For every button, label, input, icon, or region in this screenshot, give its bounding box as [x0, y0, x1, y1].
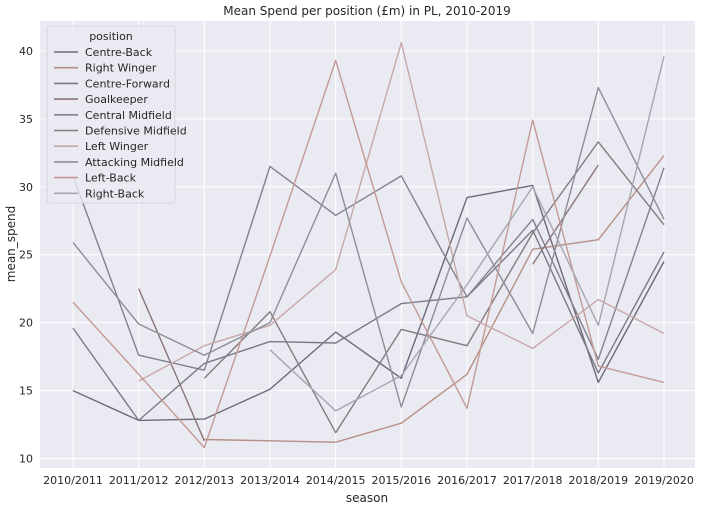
series-line-right-winger [204, 155, 665, 443]
y-tick-label: 15 [19, 385, 33, 398]
x-tick-label: 2011/2012 [109, 474, 169, 487]
legend-label-attacking-midfield: Attacking Midfield [85, 156, 184, 169]
y-axis-ticks: 10 15 20 25 30 35 40 [19, 45, 33, 466]
y-tick-label: 10 [19, 452, 33, 465]
x-tick-label: 2014/2015 [306, 474, 366, 487]
legend-label-centre-forward: Centre-Forward [85, 77, 170, 90]
x-tick-label: 2016/2017 [437, 474, 497, 487]
x-axis-label: season [346, 491, 388, 505]
series-lines [72, 42, 665, 449]
x-axis-ticks: 2010/2011 2011/2012 2012/2013 2013/2014 2014… [43, 474, 694, 487]
legend-label-centre-back: Centre-Back [85, 46, 153, 59]
x-tick-label: 2015/2016 [371, 474, 431, 487]
series-line-attacking-midfield [72, 86, 665, 408]
y-tick-label: 25 [19, 249, 33, 262]
legend-label-left-back: Left-Back [85, 172, 137, 185]
grid-lines [40, 21, 695, 468]
x-tick-label: 2017/2018 [503, 474, 563, 487]
legend-box [46, 25, 176, 204]
x-tick-label: 2010/2011 [43, 474, 103, 487]
series-line-right-back [269, 56, 665, 412]
chart-title: Mean Spend per position (£m) in PL, 2010… [223, 4, 510, 18]
series-line-left-back [72, 59, 665, 449]
series-line-defensive-midfield [203, 141, 665, 434]
y-tick-label: 20 [19, 317, 33, 330]
y-axis-label: mean_spend [4, 206, 18, 283]
legend-label-right-back: Right-Back [85, 187, 145, 200]
legend-items: Centre-Back Right Winger Centre-Forward Goa… [54, 46, 187, 200]
legend-label-defensive-midfield: Defensive Midfield [85, 125, 187, 138]
x-tick-label: 2013/2014 [240, 474, 300, 487]
x-tick-label: 2012/2013 [174, 474, 234, 487]
series-line-left-winger [138, 42, 665, 382]
y-tick-label: 30 [19, 181, 33, 194]
legend-title: position [89, 30, 133, 43]
y-tick-label: 35 [19, 113, 33, 126]
legend: position Centre-Back Right Winger Centre-F… [46, 25, 187, 204]
series-line-goalkeeper [138, 164, 599, 442]
legend-label-right-winger: Right Winger [85, 62, 157, 75]
x-tick-label: 2018/2019 [568, 474, 628, 487]
legend-label-goalkeeper: Goalkeeper [85, 93, 148, 106]
series-line-centre-back [72, 184, 665, 422]
legend-label-central-midfield: Central Midfield [85, 109, 172, 122]
legend-label-left-winger: Left Winger [85, 140, 149, 153]
x-tick-label: 2019/2020 [634, 474, 694, 487]
series-line-centre-forward [72, 229, 665, 422]
y-tick-label: 40 [19, 45, 33, 58]
